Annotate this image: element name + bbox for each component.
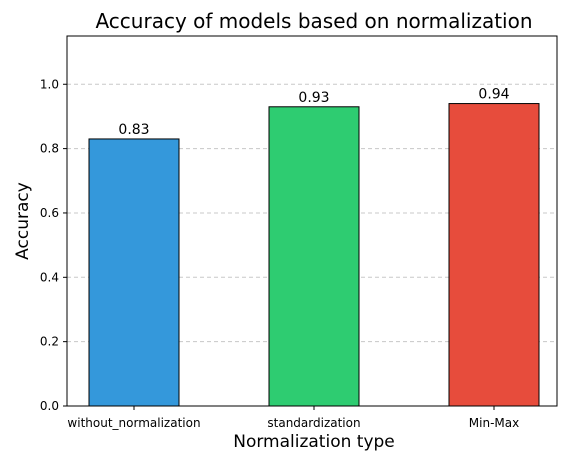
x-tick-label: without_normalization — [67, 416, 200, 430]
bar-standardization — [269, 107, 359, 406]
y-tick-label: 0.6 — [40, 206, 59, 220]
y-tick-label: 0.8 — [40, 142, 59, 156]
bars — [89, 104, 539, 406]
x-axis-label: Normalization type — [233, 432, 395, 452]
bar-without-normalization — [89, 139, 179, 406]
bar-value-label: 0.83 — [118, 122, 149, 138]
y-tick-label: 0.2 — [40, 335, 59, 349]
chart-title: Accuracy of models based on normalizatio… — [95, 9, 532, 33]
bar-value-label: 0.94 — [478, 87, 509, 103]
bar-value-label: 0.93 — [298, 90, 329, 106]
y-tick-label: 0.4 — [40, 270, 59, 284]
x-tick-label: Min-Max — [469, 416, 519, 430]
y-tick-label: 0.0 — [40, 399, 59, 413]
x-tick-label: standardization — [267, 416, 360, 430]
y-axis-ticks: 0.0 0.2 0.4 0.6 0.8 1.0 — [40, 77, 67, 413]
bar-min-max — [449, 104, 539, 406]
y-tick-label: 1.0 — [40, 77, 59, 91]
x-axis-ticks: without_normalization standardization Min-… — [67, 406, 519, 430]
y-axis-label: Accuracy — [13, 182, 33, 260]
